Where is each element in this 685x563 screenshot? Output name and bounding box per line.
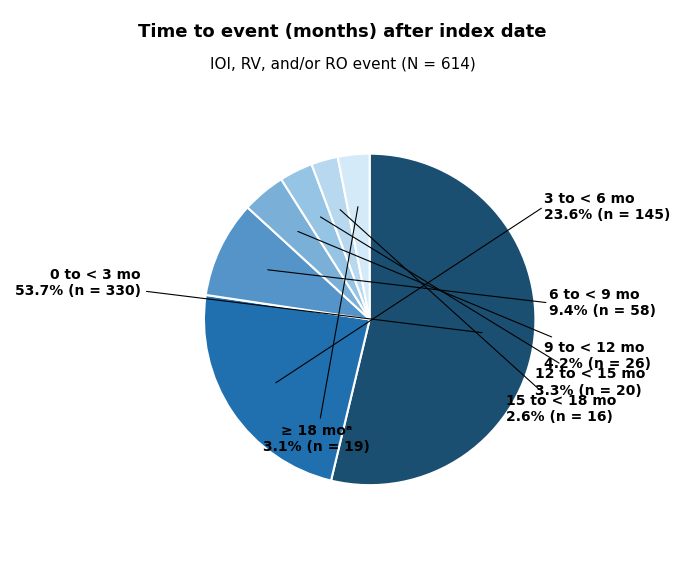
Wedge shape [338, 154, 370, 319]
Wedge shape [206, 207, 370, 319]
Text: 0 to < 3 mo
53.7% (n = 330): 0 to < 3 mo 53.7% (n = 330) [15, 268, 482, 333]
Text: 3 to < 6 mo
23.6% (n = 145): 3 to < 6 mo 23.6% (n = 145) [544, 191, 670, 222]
Text: Time to event (months) after index date: Time to event (months) after index date [138, 23, 547, 41]
Wedge shape [312, 157, 370, 319]
Text: 9 to < 12 mo
4.2% (n = 26): 9 to < 12 mo 4.2% (n = 26) [298, 231, 651, 371]
Wedge shape [282, 164, 370, 319]
Wedge shape [331, 154, 536, 485]
Text: 6 to < 9 mo
9.4% (n = 58): 6 to < 9 mo 9.4% (n = 58) [549, 288, 656, 318]
Wedge shape [247, 179, 370, 319]
Text: ≥ 18 moᵃ
3.1% (n = 19): ≥ 18 moᵃ 3.1% (n = 19) [263, 207, 370, 454]
Text: IOI, RV, and/or RO event (N = 614): IOI, RV, and/or RO event (N = 614) [210, 56, 475, 72]
Text: 15 to < 18 mo
2.6% (n = 16): 15 to < 18 mo 2.6% (n = 16) [340, 209, 616, 424]
Text: 12 to < 15 mo
3.3% (n = 20): 12 to < 15 mo 3.3% (n = 20) [321, 217, 646, 397]
Wedge shape [204, 295, 370, 481]
